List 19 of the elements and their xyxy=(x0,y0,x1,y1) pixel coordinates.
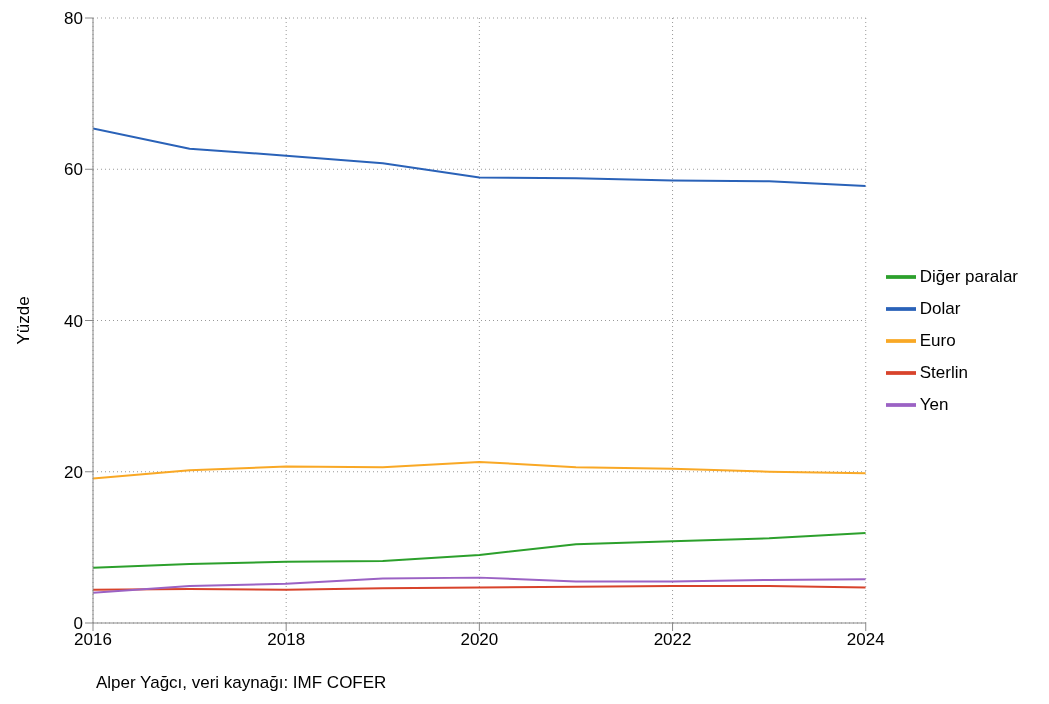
line-series xyxy=(93,532,866,569)
y-tick-label: 80 xyxy=(64,9,83,29)
legend-label: Diğer paralar xyxy=(919,266,1018,286)
x-tick-label: 2022 xyxy=(653,630,692,650)
text: Alper Yağcı, veri kaynağı: IMF COFER xyxy=(96,673,388,693)
legend-label: Euro xyxy=(919,330,956,350)
line-series xyxy=(93,127,866,187)
x-tick-label: 2024 xyxy=(846,630,885,650)
legend-label: Sterlin xyxy=(919,362,968,382)
legend-label: Yen xyxy=(919,394,949,414)
x-tick-label: 2020 xyxy=(460,630,499,650)
y-tick-label: 40 xyxy=(64,311,83,331)
y-tick-label: 20 xyxy=(64,462,83,482)
x-tick-label: 2018 xyxy=(267,630,306,650)
line-series xyxy=(93,460,866,480)
line-series xyxy=(93,576,866,594)
y-axis-title: Yüzde xyxy=(14,296,34,345)
y-tick-label: 60 xyxy=(64,160,83,180)
legend-label: Dolar xyxy=(919,298,961,318)
